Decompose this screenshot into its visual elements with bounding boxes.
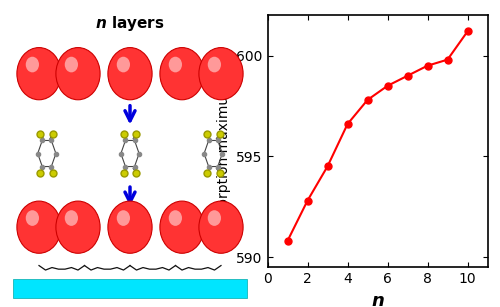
Circle shape [64,210,78,226]
Circle shape [208,57,221,72]
Circle shape [168,57,182,72]
Circle shape [56,201,100,253]
Circle shape [199,201,243,253]
Circle shape [199,48,243,100]
Circle shape [17,48,61,100]
Circle shape [26,210,39,226]
Circle shape [160,48,204,100]
Y-axis label: Absorption maximun (nm): Absorption maximun (nm) [216,50,230,232]
X-axis label: n: n [371,292,384,307]
Circle shape [17,201,61,253]
Circle shape [26,57,39,72]
Circle shape [108,201,152,253]
Text: $\bfit{n}$ layers: $\bfit{n}$ layers [95,14,165,33]
Circle shape [160,201,204,253]
Circle shape [108,48,152,100]
Circle shape [64,57,78,72]
Circle shape [56,48,100,100]
Circle shape [116,210,130,226]
Circle shape [168,210,182,226]
Circle shape [116,57,130,72]
FancyBboxPatch shape [13,279,247,298]
Circle shape [208,210,221,226]
